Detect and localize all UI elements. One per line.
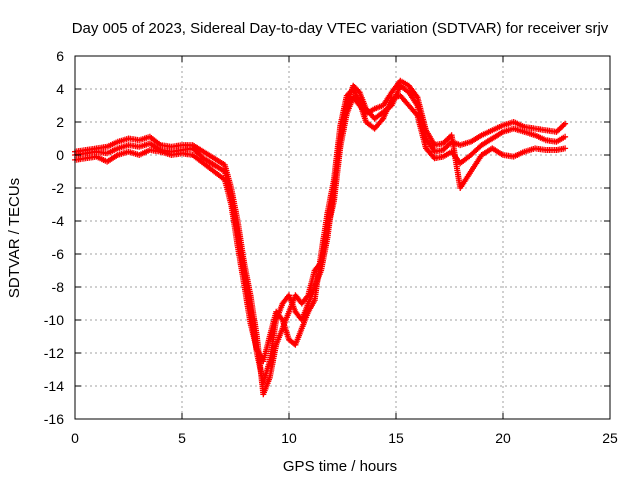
x-tick-label: 5: [178, 430, 186, 446]
data-series: [72, 77, 569, 398]
x-tick-label: 0: [71, 430, 79, 446]
y-tick-label: -4: [52, 213, 65, 229]
y-tick-label: 2: [56, 114, 64, 130]
plot-frame: [74, 55, 611, 420]
y-axis-label: SDTVAR / TECUs: [6, 178, 23, 298]
y-tick-label: 6: [56, 48, 64, 64]
x-tick-label: 10: [281, 430, 297, 446]
series-track-3: [72, 77, 569, 398]
y-tick-label: -6: [52, 246, 65, 262]
plus-markers: [72, 82, 569, 386]
y-tick-label: -10: [44, 312, 64, 328]
x-tick-labels: 0 5 10 15 20 25: [71, 430, 618, 446]
x-tick-label: 25: [602, 430, 618, 446]
y-tick-label: -8: [52, 279, 65, 295]
y-tick-label: -2: [52, 180, 65, 196]
x-axis-label: GPS time / hours: [283, 458, 397, 475]
y-tick-label: -16: [44, 411, 64, 427]
y-tick-label: -14: [44, 378, 64, 394]
y-tick-label: -12: [44, 345, 64, 361]
series-line: [74, 79, 566, 396]
x-tick-label: 20: [495, 430, 511, 446]
x-tick-label: 15: [388, 430, 404, 446]
y-tick-labels: -16 -14 -12 -10 -8 -6 -4 -2 0 2 4 6: [44, 48, 64, 427]
series-track-1: [72, 82, 569, 386]
axis-ticks: [74, 55, 611, 420]
chart-title: Day 005 of 2023, Sidereal Day-to-day VTE…: [72, 20, 609, 37]
plus-markers: [72, 77, 569, 398]
y-tick-label: 4: [56, 81, 64, 97]
y-tick-label: 0: [56, 147, 64, 163]
